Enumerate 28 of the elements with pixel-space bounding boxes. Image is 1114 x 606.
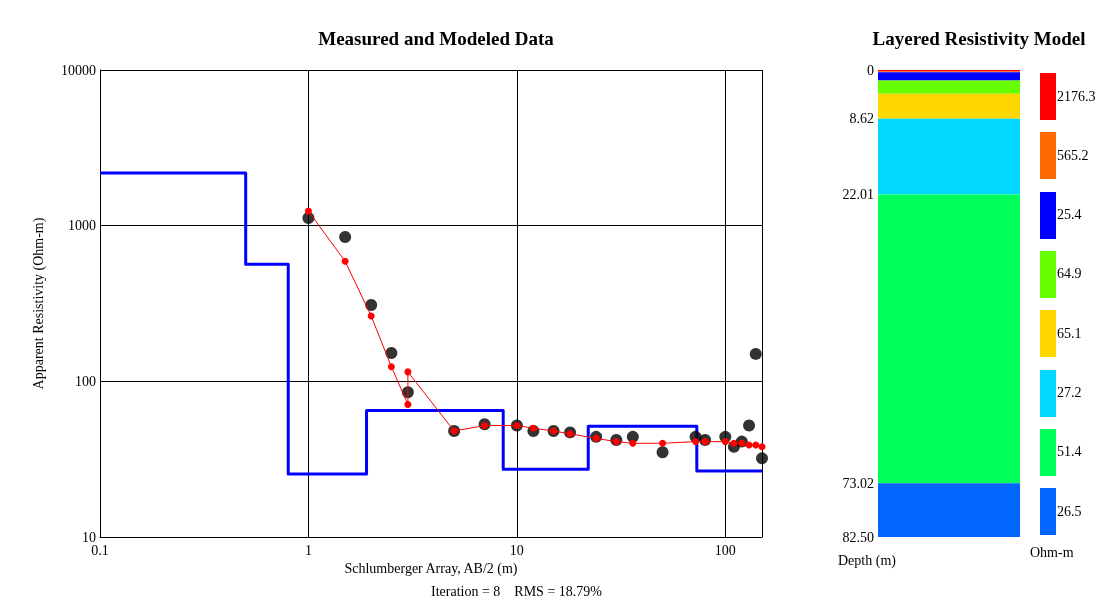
x-tick-label: 1: [304, 542, 312, 558]
y-tick-label: 8.62: [849, 111, 874, 127]
x-tick-label: 0.1: [91, 542, 109, 558]
x-axis-title: Schlumberger Array, AB/2 (m): [344, 561, 518, 578]
text: 64.9: [1057, 266, 1082, 283]
y-tick-label: 10000: [61, 62, 96, 78]
x-tick-label: 100: [714, 542, 736, 558]
text: Iteration = 8 RMS = 18.79%: [431, 583, 603, 599]
y-tick-label: 0: [867, 62, 874, 78]
chart-title: Layered Resistivity Model: [872, 28, 1086, 49]
x-axis-title: Depth (m): [838, 552, 897, 569]
chart-title: Measured and Modeled Data: [318, 28, 555, 49]
y-tick-label: 22.01: [842, 187, 874, 203]
text: 65.1: [1057, 325, 1082, 342]
text: 25.4: [1057, 207, 1082, 224]
y-axis-title: Apparent Resistivity (Ohm-m): [30, 217, 47, 390]
y-tick-label: 100: [75, 373, 96, 389]
text: 27.2: [1057, 385, 1082, 401]
x-tick-label: 10: [509, 542, 524, 558]
text: 26.5: [1057, 503, 1082, 520]
y-tick-label: 73.02: [842, 475, 874, 491]
text: 565.2: [1057, 147, 1089, 164]
legend-title: Ohm-m: [1030, 544, 1074, 560]
text: 51.4: [1057, 444, 1082, 461]
y-tick-label: 10: [82, 529, 96, 545]
text: 2176.3: [1057, 88, 1096, 105]
y-tick-label: 82.50: [842, 529, 874, 545]
y-tick-label: 1000: [68, 218, 96, 234]
